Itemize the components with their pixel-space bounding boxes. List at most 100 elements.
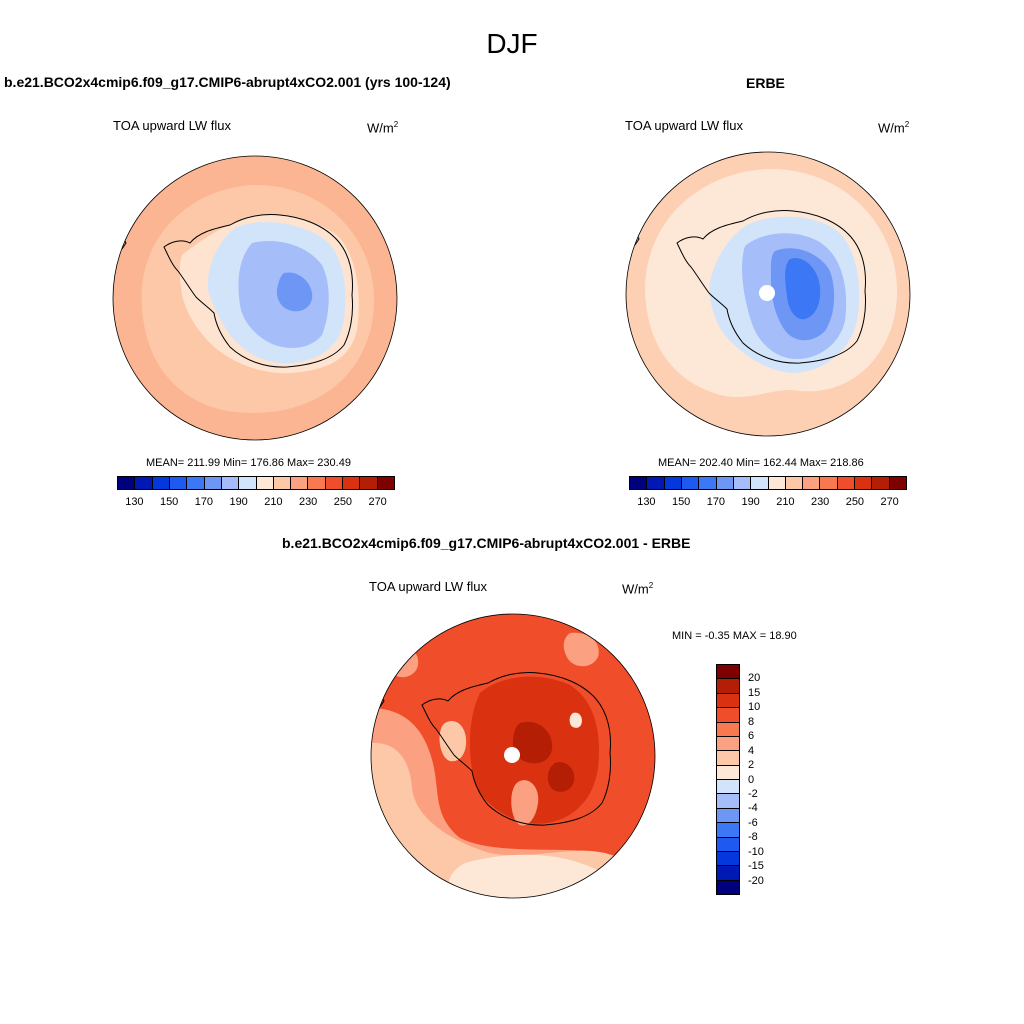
- model-colorbar-tick-label: 190: [229, 496, 248, 508]
- model-colorbar-swatch: [221, 477, 240, 489]
- obs-colorbar-tick-label: 190: [741, 496, 760, 508]
- obs-colorbar-tick-label: 210: [776, 496, 795, 508]
- obs-colorbar-swatch: [630, 477, 648, 489]
- obs-colorbar-ticks: 130 150 170 190 210 230 250 270: [629, 496, 907, 510]
- diff-colorbar-tick-label: 8: [748, 715, 755, 728]
- obs-colorbar-tick-label: 230: [810, 496, 830, 508]
- diff-colorbar-swatch: [717, 837, 739, 852]
- obs-colorbar-swatch: [785, 477, 804, 489]
- diff-units-label: W/m2: [622, 581, 654, 597]
- diff-variable-label: TOA upward LW flux: [369, 579, 488, 594]
- model-colorbar-tick-label: 130: [125, 496, 144, 508]
- obs-colorbar-swatch: [872, 477, 890, 489]
- obs-colorbar-swatch: [855, 477, 873, 489]
- obs-colorbar-swatch: [716, 477, 734, 489]
- diff-colorbar-tick-label: 10: [748, 701, 761, 714]
- model-colorbar-swatch: [377, 477, 394, 489]
- model-polar-map: [112, 155, 398, 441]
- model-colorbar-swatch: [152, 477, 170, 489]
- model-colorbar-tick-label: 210: [264, 496, 283, 508]
- diff-colorbar-ticks: 20 15 10 8 6 4 2 0 -2 -4 -6 -8 -10 -15 -20: [748, 664, 788, 895]
- model-colorbar-swatch: [187, 477, 205, 489]
- model-colorbar-tick-label: 170: [194, 496, 214, 508]
- diff-colorbar-tick-label: 15: [748, 686, 761, 699]
- obs-units-label: W/m2: [878, 120, 910, 136]
- model-colorbar-swatch: [169, 477, 188, 489]
- diff-colorbar-swatch: [717, 765, 739, 780]
- diff-colorbar-swatch: [717, 693, 739, 709]
- obs-colorbar-swatch: [733, 477, 752, 489]
- model-colorbar-swatch: [291, 477, 309, 489]
- obs-colorbar-swatch: [681, 477, 700, 489]
- model-colorbar-tick-label: 150: [159, 496, 179, 508]
- main-title: DJF: [486, 28, 538, 59]
- model-panel-title: b.e21.BCO2x4cmip6.f09_g17.CMIP6-abrupt4x…: [4, 74, 451, 90]
- model-colorbar-swatch: [325, 477, 344, 489]
- diff-colorbar-swatch: [717, 880, 739, 894]
- obs-panel-title: ERBE: [746, 75, 785, 91]
- model-colorbar-tick-label: 270: [368, 496, 387, 508]
- diff-stats: MIN = -0.35 MAX = 18.90: [672, 630, 797, 642]
- obs-colorbar-tick-label: 270: [880, 496, 899, 508]
- obs-colorbar-swatch: [664, 477, 682, 489]
- obs-colorbar-swatch: [647, 477, 665, 489]
- model-units-label: W/m2: [367, 120, 399, 136]
- model-colorbar-tick-label: 230: [298, 496, 318, 508]
- diff-colorbar-swatch: [717, 823, 739, 838]
- diff-colorbar-swatch: [717, 708, 739, 723]
- model-colorbar-swatch: [135, 477, 153, 489]
- diff-colorbar-swatch: [717, 736, 739, 752]
- diff-colorbar-tick-label: 6: [748, 730, 755, 743]
- model-variable-label: TOA upward LW flux: [113, 118, 232, 133]
- model-colorbar-swatch: [360, 477, 378, 489]
- obs-colorbar-swatch: [803, 477, 821, 489]
- model-colorbar-swatch: [256, 477, 274, 489]
- model-colorbar-swatch: [308, 477, 326, 489]
- diff-colorbar-swatch: [717, 780, 739, 795]
- model-stats: MEAN= 211.99 Min= 176.86 Max= 230.49: [146, 457, 351, 469]
- obs-colorbar-tick-label: 150: [671, 496, 691, 508]
- diff-colorbar: [716, 664, 740, 895]
- diff-polar-map: [370, 613, 656, 899]
- diff-colorbar-swatch: [717, 665, 739, 680]
- diff-colorbar-tick-label: -15: [748, 860, 764, 873]
- diff-colorbar-tick-label: -2: [748, 787, 758, 800]
- diff-colorbar-tick-label: -10: [748, 845, 764, 858]
- obs-colorbar-swatch: [889, 477, 906, 489]
- diff-colorbar-swatch: [717, 866, 739, 881]
- obs-colorbar-swatch: [837, 477, 856, 489]
- model-colorbar: [117, 476, 395, 490]
- diff-colorbar-tick-label: 0: [748, 773, 755, 786]
- obs-colorbar-tick-label: 130: [637, 496, 656, 508]
- obs-colorbar-swatch: [751, 477, 769, 489]
- diff-colorbar-tick-label: -20: [748, 874, 764, 887]
- diff-colorbar-tick-label: 2: [748, 759, 755, 772]
- obs-colorbar: [629, 476, 907, 490]
- diff-colorbar-tick-label: -8: [748, 831, 758, 844]
- model-colorbar-ticks: 130 150 170 190 210 230 250 270: [117, 496, 395, 510]
- diff-colorbar-tick-label: 4: [748, 744, 755, 757]
- diff-colorbar-swatch: [717, 722, 739, 737]
- diff-colorbar-swatch: [717, 851, 739, 867]
- obs-colorbar-tick-label: 250: [845, 496, 865, 508]
- diff-colorbar-swatch: [717, 751, 739, 766]
- model-colorbar-swatch: [273, 477, 292, 489]
- diff-colorbar-swatch: [717, 794, 739, 809]
- obs-colorbar-swatch: [699, 477, 717, 489]
- obs-polar-map: [625, 151, 911, 437]
- model-colorbar-tick-label: 250: [333, 496, 353, 508]
- model-colorbar-swatch: [239, 477, 257, 489]
- obs-colorbar-swatch: [768, 477, 786, 489]
- obs-colorbar-tick-label: 170: [706, 496, 726, 508]
- model-colorbar-swatch: [118, 477, 136, 489]
- diff-colorbar-swatch: [717, 679, 739, 694]
- model-colorbar-swatch: [204, 477, 222, 489]
- diff-panel-title: b.e21.BCO2x4cmip6.f09_g17.CMIP6-abrupt4x…: [282, 535, 691, 551]
- diff-colorbar-tick-label: -4: [748, 802, 758, 815]
- diff-colorbar-tick-label: -6: [748, 816, 758, 829]
- model-colorbar-swatch: [343, 477, 361, 489]
- obs-variable-label: TOA upward LW flux: [625, 118, 744, 133]
- obs-stats: MEAN= 202.40 Min= 162.44 Max= 218.86: [658, 457, 864, 469]
- diff-colorbar-tick-label: 20: [748, 672, 761, 685]
- diff-colorbar-swatch: [717, 808, 739, 824]
